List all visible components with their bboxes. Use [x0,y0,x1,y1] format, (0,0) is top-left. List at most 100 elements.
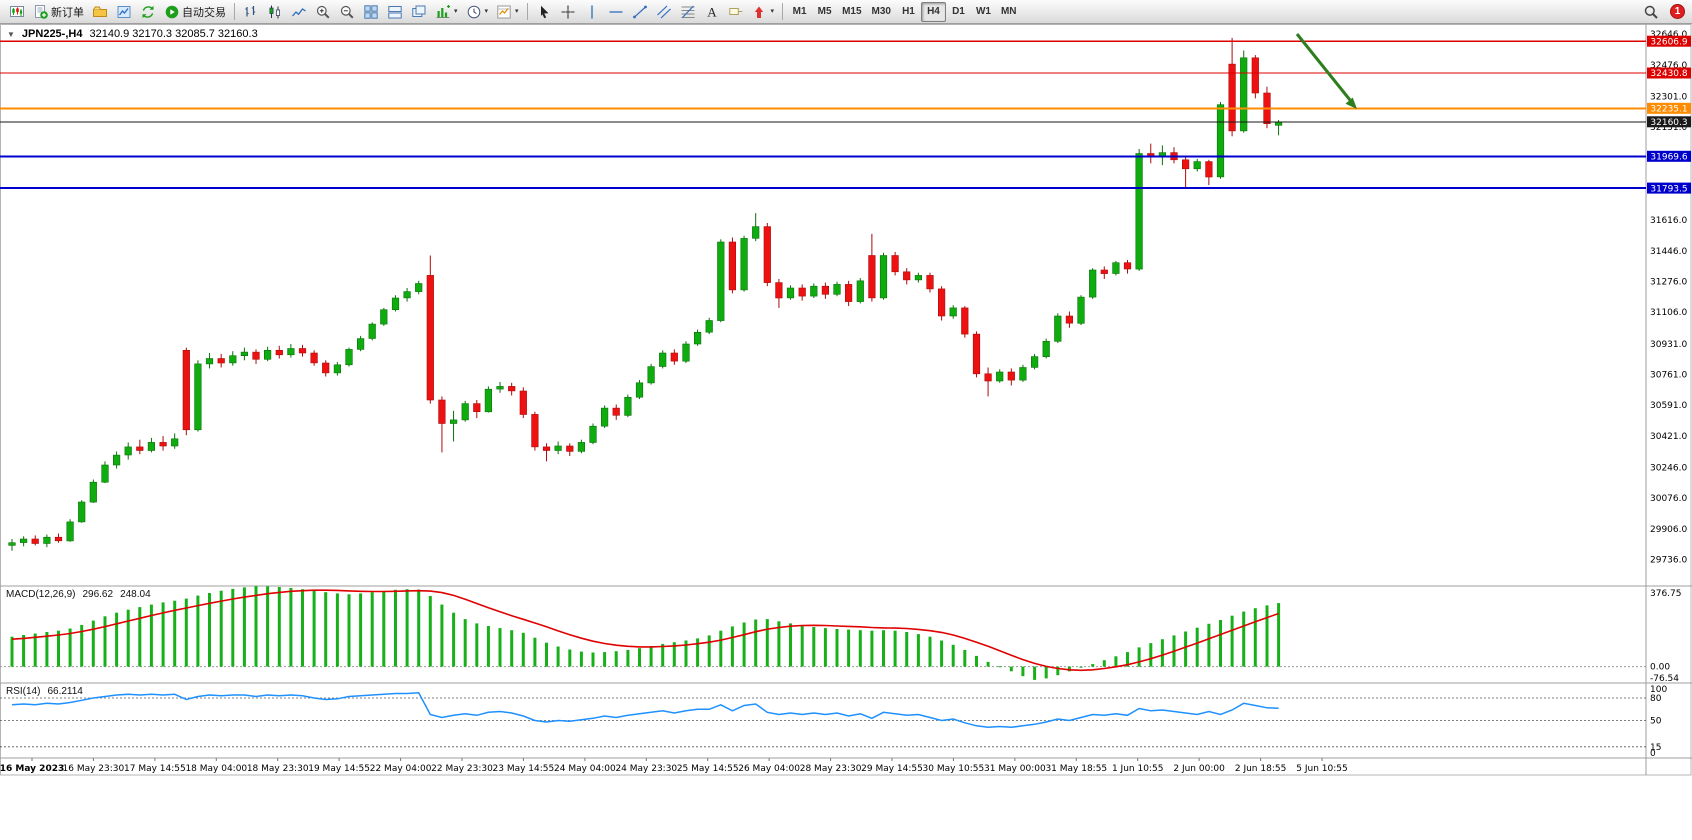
svg-text:31106.0: 31106.0 [1650,308,1687,318]
svg-text:30591.0: 30591.0 [1650,401,1687,411]
vline-icon [584,4,600,20]
new-order-button[interactable]: 新订单 [29,2,88,22]
tile-windows-button[interactable] [359,2,383,22]
chart-profiles-button[interactable] [88,2,112,22]
chart-candles-icon [9,4,25,20]
svg-text:31793.5: 31793.5 [1650,184,1687,194]
macd-signal-value: 248.04 [120,589,151,600]
svg-text:A: A [707,4,717,19]
svg-text:29736.0: 29736.0 [1650,556,1687,566]
market-watch-button[interactable] [112,2,136,22]
dropdown-caret-icon: ▾ [515,8,519,15]
crosshair-button[interactable] [556,2,580,22]
tf-m15-button[interactable]: M15 [842,6,862,17]
svg-text:0.00: 0.00 [1650,663,1670,673]
dropdown-caret-icon: ▾ [454,8,458,15]
rsi-line [11,692,1279,729]
svg-text:30076.0: 30076.0 [1650,494,1687,504]
search-icon [1643,4,1659,20]
indicators-icon [435,4,451,20]
trend-arrow-annotation[interactable] [1295,33,1357,109]
svg-text:30761.0: 30761.0 [1650,371,1687,381]
tf-m30-button[interactable]: M30 [871,6,891,17]
toolbar-separator [234,3,235,20]
label-icon [728,4,744,20]
svg-text:26 May 04:00: 26 May 04:00 [738,764,800,774]
candlestick-chart-button[interactable] [263,2,287,22]
fibonacci-button[interactable] [676,2,700,22]
tile-icon [363,4,379,20]
svg-text:80: 80 [1650,694,1662,704]
search-button[interactable] [1639,2,1663,22]
svg-text:32476.0: 32476.0 [1650,61,1687,71]
periods-button[interactable]: ▾ [462,2,493,22]
svg-text:32430.8: 32430.8 [1650,69,1687,79]
trendline-button[interactable] [628,2,652,22]
text-label-button[interactable] [724,2,748,22]
svg-text:30246.0: 30246.0 [1650,464,1687,474]
svg-text:1 Jun 10:55: 1 Jun 10:55 [1112,764,1163,774]
tf-d1-button[interactable]: D1 [952,6,965,17]
svg-text:376.75: 376.75 [1650,589,1682,599]
price-badges: 32606.9 32430.8 32235.1 32160.3 31969.6 31793… [1647,35,1691,194]
horizontal-line-button[interactable] [604,2,628,22]
ohlc-values: 32140.9 32170.3 32085.7 32160.3 [89,28,258,40]
notification-badge[interactable]: 1 [1670,4,1685,19]
zoom-in-icon [315,4,331,20]
svg-text:23 May 14:55: 23 May 14:55 [493,764,555,774]
tf-w1-button[interactable]: W1 [975,6,991,17]
auto-trading-button[interactable]: 自动交易 [160,2,230,22]
arrows-button[interactable]: ▾ [748,2,779,22]
zoom-out-button[interactable] [335,2,359,22]
svg-text:32606.9: 32606.9 [1650,37,1687,47]
svg-text:100: 100 [1650,685,1667,695]
fibo-icon [680,4,696,20]
svg-text:2 Jun 18:55: 2 Jun 18:55 [1235,764,1286,774]
zoom-in-button[interactable] [311,2,335,22]
cursor-button[interactable] [532,2,556,22]
svg-text:31969.6: 31969.6 [1650,153,1687,163]
tf-mn-button[interactable]: MN [1000,6,1017,17]
svg-text:-76.54: -76.54 [1650,674,1679,684]
tf-h1-button[interactable]: H1 [902,6,915,17]
tf-m5-button[interactable]: M5 [817,6,832,17]
svg-text:31446.0: 31446.0 [1650,247,1687,257]
svg-text:31616.0: 31616.0 [1650,216,1687,226]
panel-dividers[interactable] [0,24,1692,775]
refresh-button[interactable] [136,2,160,22]
chart-title-bar: ▼ JPN225-,H4 32140.9 32170.3 32085.7 321… [7,28,258,40]
svg-text:28 May 23:30: 28 May 23:30 [800,764,862,774]
symbol-timeframe-label: JPN225-,H4 [21,28,83,40]
macd-signal-line [11,589,1279,672]
dropdown-caret-icon: ▾ [770,8,775,15]
toolbar-right: 1 [1639,2,1687,22]
vertical-line-button[interactable] [580,2,604,22]
profile-gold-icon [92,4,108,20]
svg-text:31 May 18:55: 31 May 18:55 [1045,764,1107,774]
refresh-icon [140,4,156,20]
toolbar-separator [782,3,784,20]
rsi-label: RSI(14) 66.2114 [6,686,83,697]
svg-text:19 May 14:55: 19 May 14:55 [308,764,370,774]
arrange-windows-button[interactable] [383,2,407,22]
new-chart-button[interactable] [5,2,29,22]
text-button[interactable]: A [700,2,724,22]
tf-m1-button[interactable]: M1 [792,6,807,17]
market-watch-icon [116,4,132,20]
channel-button[interactable] [652,2,676,22]
collapse-chart-icon[interactable]: ▼ [7,29,15,39]
cascade-windows-button[interactable] [407,2,431,22]
bar-chart-button[interactable] [239,2,263,22]
svg-text:29906.0: 29906.0 [1650,525,1687,535]
horizontal-price-lines[interactable] [0,40,1646,190]
rsi-value: 66.2114 [47,686,83,697]
hline-icon [608,4,624,20]
svg-text:15: 15 [1650,743,1661,753]
line-chart-button[interactable] [287,2,311,22]
tf-h4-button[interactable]: H4 [920,1,946,22]
svg-text:25 May 14:55: 25 May 14:55 [677,764,739,774]
indicators-button[interactable]: ▾ [431,2,462,22]
templates-button[interactable]: ▾ [492,2,523,22]
